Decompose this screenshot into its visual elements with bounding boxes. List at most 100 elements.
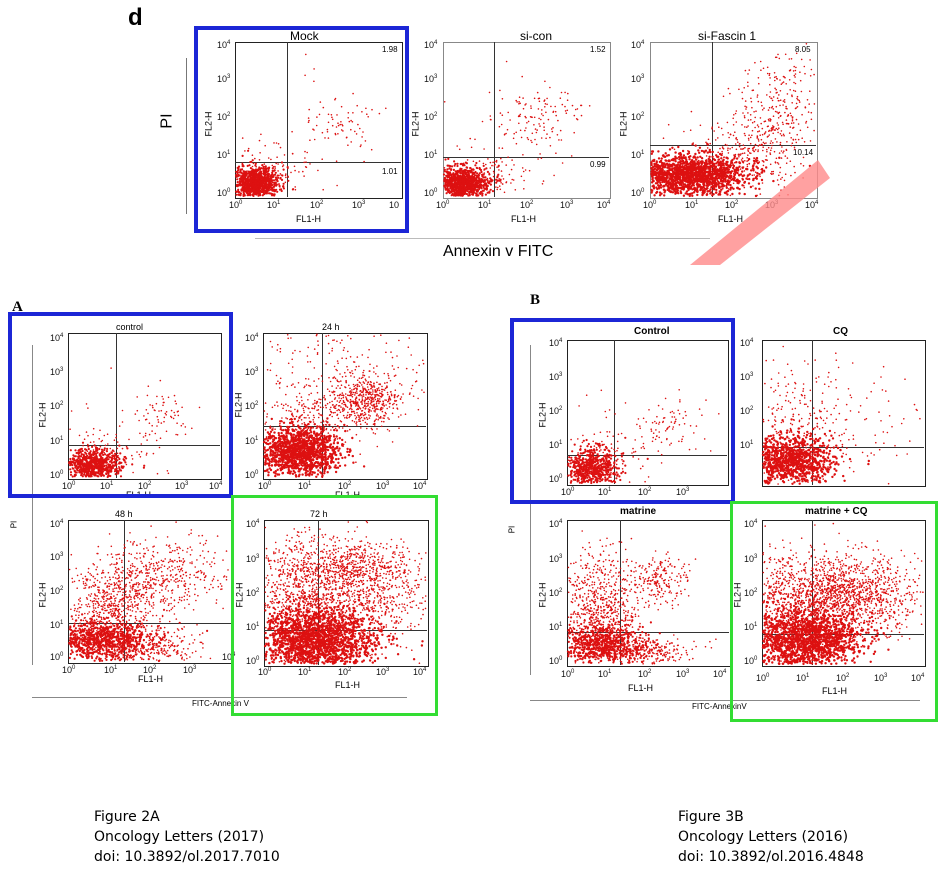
scatter-point (651, 178, 654, 181)
scatter-point (766, 94, 768, 96)
scatter-point (542, 180, 545, 182)
scatter-point (758, 144, 761, 146)
scatter-point (511, 159, 513, 161)
scatter-point (766, 72, 769, 75)
scatter-point (476, 172, 479, 175)
scatter-point (809, 59, 811, 61)
quadrant-hline (68, 623, 231, 624)
scatter-point (506, 128, 509, 131)
scatter-point (485, 187, 489, 190)
scatter-point (756, 136, 759, 138)
scatter-point (458, 192, 461, 195)
scatter-point (677, 186, 680, 189)
scatter-point (663, 194, 666, 197)
scatter-point (444, 186, 447, 189)
scatter-point (514, 189, 517, 191)
quadrant-lower-right-value: 1.01 (382, 167, 398, 176)
scatter-point (767, 109, 770, 111)
scatter-point (519, 129, 522, 132)
scatter-point (482, 164, 485, 167)
scatter-point (478, 160, 481, 162)
scatter-point (762, 67, 765, 70)
plot-title-si-fascin-1: si-Fascin 1 (698, 29, 757, 43)
scatter-point (795, 107, 797, 109)
y-tick: 101 (631, 150, 645, 160)
scatter-point (650, 163, 653, 167)
quadrant-vline (494, 42, 495, 197)
scatter-point (551, 130, 554, 133)
scatter-point (677, 145, 680, 149)
scatter-point (445, 175, 449, 178)
scatter-point (519, 115, 521, 118)
scatter-point (470, 146, 473, 149)
scatter-point (709, 142, 711, 145)
scatter-point (516, 101, 518, 103)
scatter-point (493, 172, 496, 174)
y-tick: 100 (217, 188, 231, 198)
plot-title-matrine-cq: matrine + CQ (805, 506, 868, 517)
scatter-point (769, 77, 771, 79)
scatter-point (580, 114, 583, 117)
scatter-point (771, 129, 773, 131)
scatter-point (805, 43, 808, 45)
scatter-point (655, 186, 658, 189)
scatter-point (481, 179, 484, 182)
scatter-point (464, 178, 466, 180)
scatter-point (765, 142, 767, 144)
scatter-point (760, 101, 763, 104)
scatter-point (674, 192, 677, 195)
scatter-point (449, 184, 452, 187)
scatter-point (677, 171, 680, 174)
scatter-point (543, 126, 545, 128)
scatter-point (671, 167, 674, 170)
plot-title-72h: 72 h (310, 509, 328, 519)
scatter-point (472, 171, 474, 173)
scatter-point (545, 111, 547, 114)
scatter-point (461, 182, 463, 185)
scatter-point (472, 191, 476, 194)
scatter-point (682, 166, 685, 169)
x-axis-label: FL1-H (628, 683, 654, 693)
scatter-point (747, 112, 749, 114)
scatter-point (454, 183, 457, 186)
scatter-point (768, 74, 771, 77)
scatter-point (657, 150, 660, 153)
scatter-point (538, 97, 541, 100)
scatter-point (476, 167, 479, 170)
scatter-point (661, 164, 664, 167)
x-tick: 101 (298, 481, 312, 491)
y-tick: 104 (245, 333, 259, 343)
scatter-point (768, 119, 770, 122)
scatter-point (462, 162, 465, 165)
scatter-point (667, 186, 670, 189)
x-tick: 103 (183, 665, 197, 675)
y-tick: 101 (549, 440, 563, 450)
scatter-point (471, 168, 473, 171)
scatter-point (536, 91, 539, 94)
y-tick: 103 (50, 552, 64, 562)
scatter-point (496, 175, 499, 178)
scatter-point (518, 122, 520, 125)
scatter-point (493, 165, 496, 167)
scatter-point (459, 186, 461, 188)
y-tick: 101 (424, 150, 438, 160)
scatter-point (475, 161, 478, 165)
y-tick: 103 (424, 74, 438, 84)
scatter-point (452, 185, 455, 188)
scatter-point (791, 116, 794, 118)
scatter-point (500, 123, 503, 126)
scatter-point (791, 119, 794, 122)
scatter-point (544, 103, 547, 105)
scatter-point (753, 111, 755, 113)
quadrant-lower-right-value: 0.99 (590, 160, 606, 169)
scatter-point (684, 160, 687, 164)
scatter-point (729, 92, 731, 95)
scatter-point (479, 180, 481, 183)
scatter-point (650, 191, 653, 194)
scatter-point (794, 76, 796, 78)
scatter-point (791, 118, 794, 120)
scatter-point (533, 116, 536, 119)
scatter-point (531, 141, 533, 144)
scatter-point (788, 58, 791, 60)
scatter-point (660, 157, 663, 160)
